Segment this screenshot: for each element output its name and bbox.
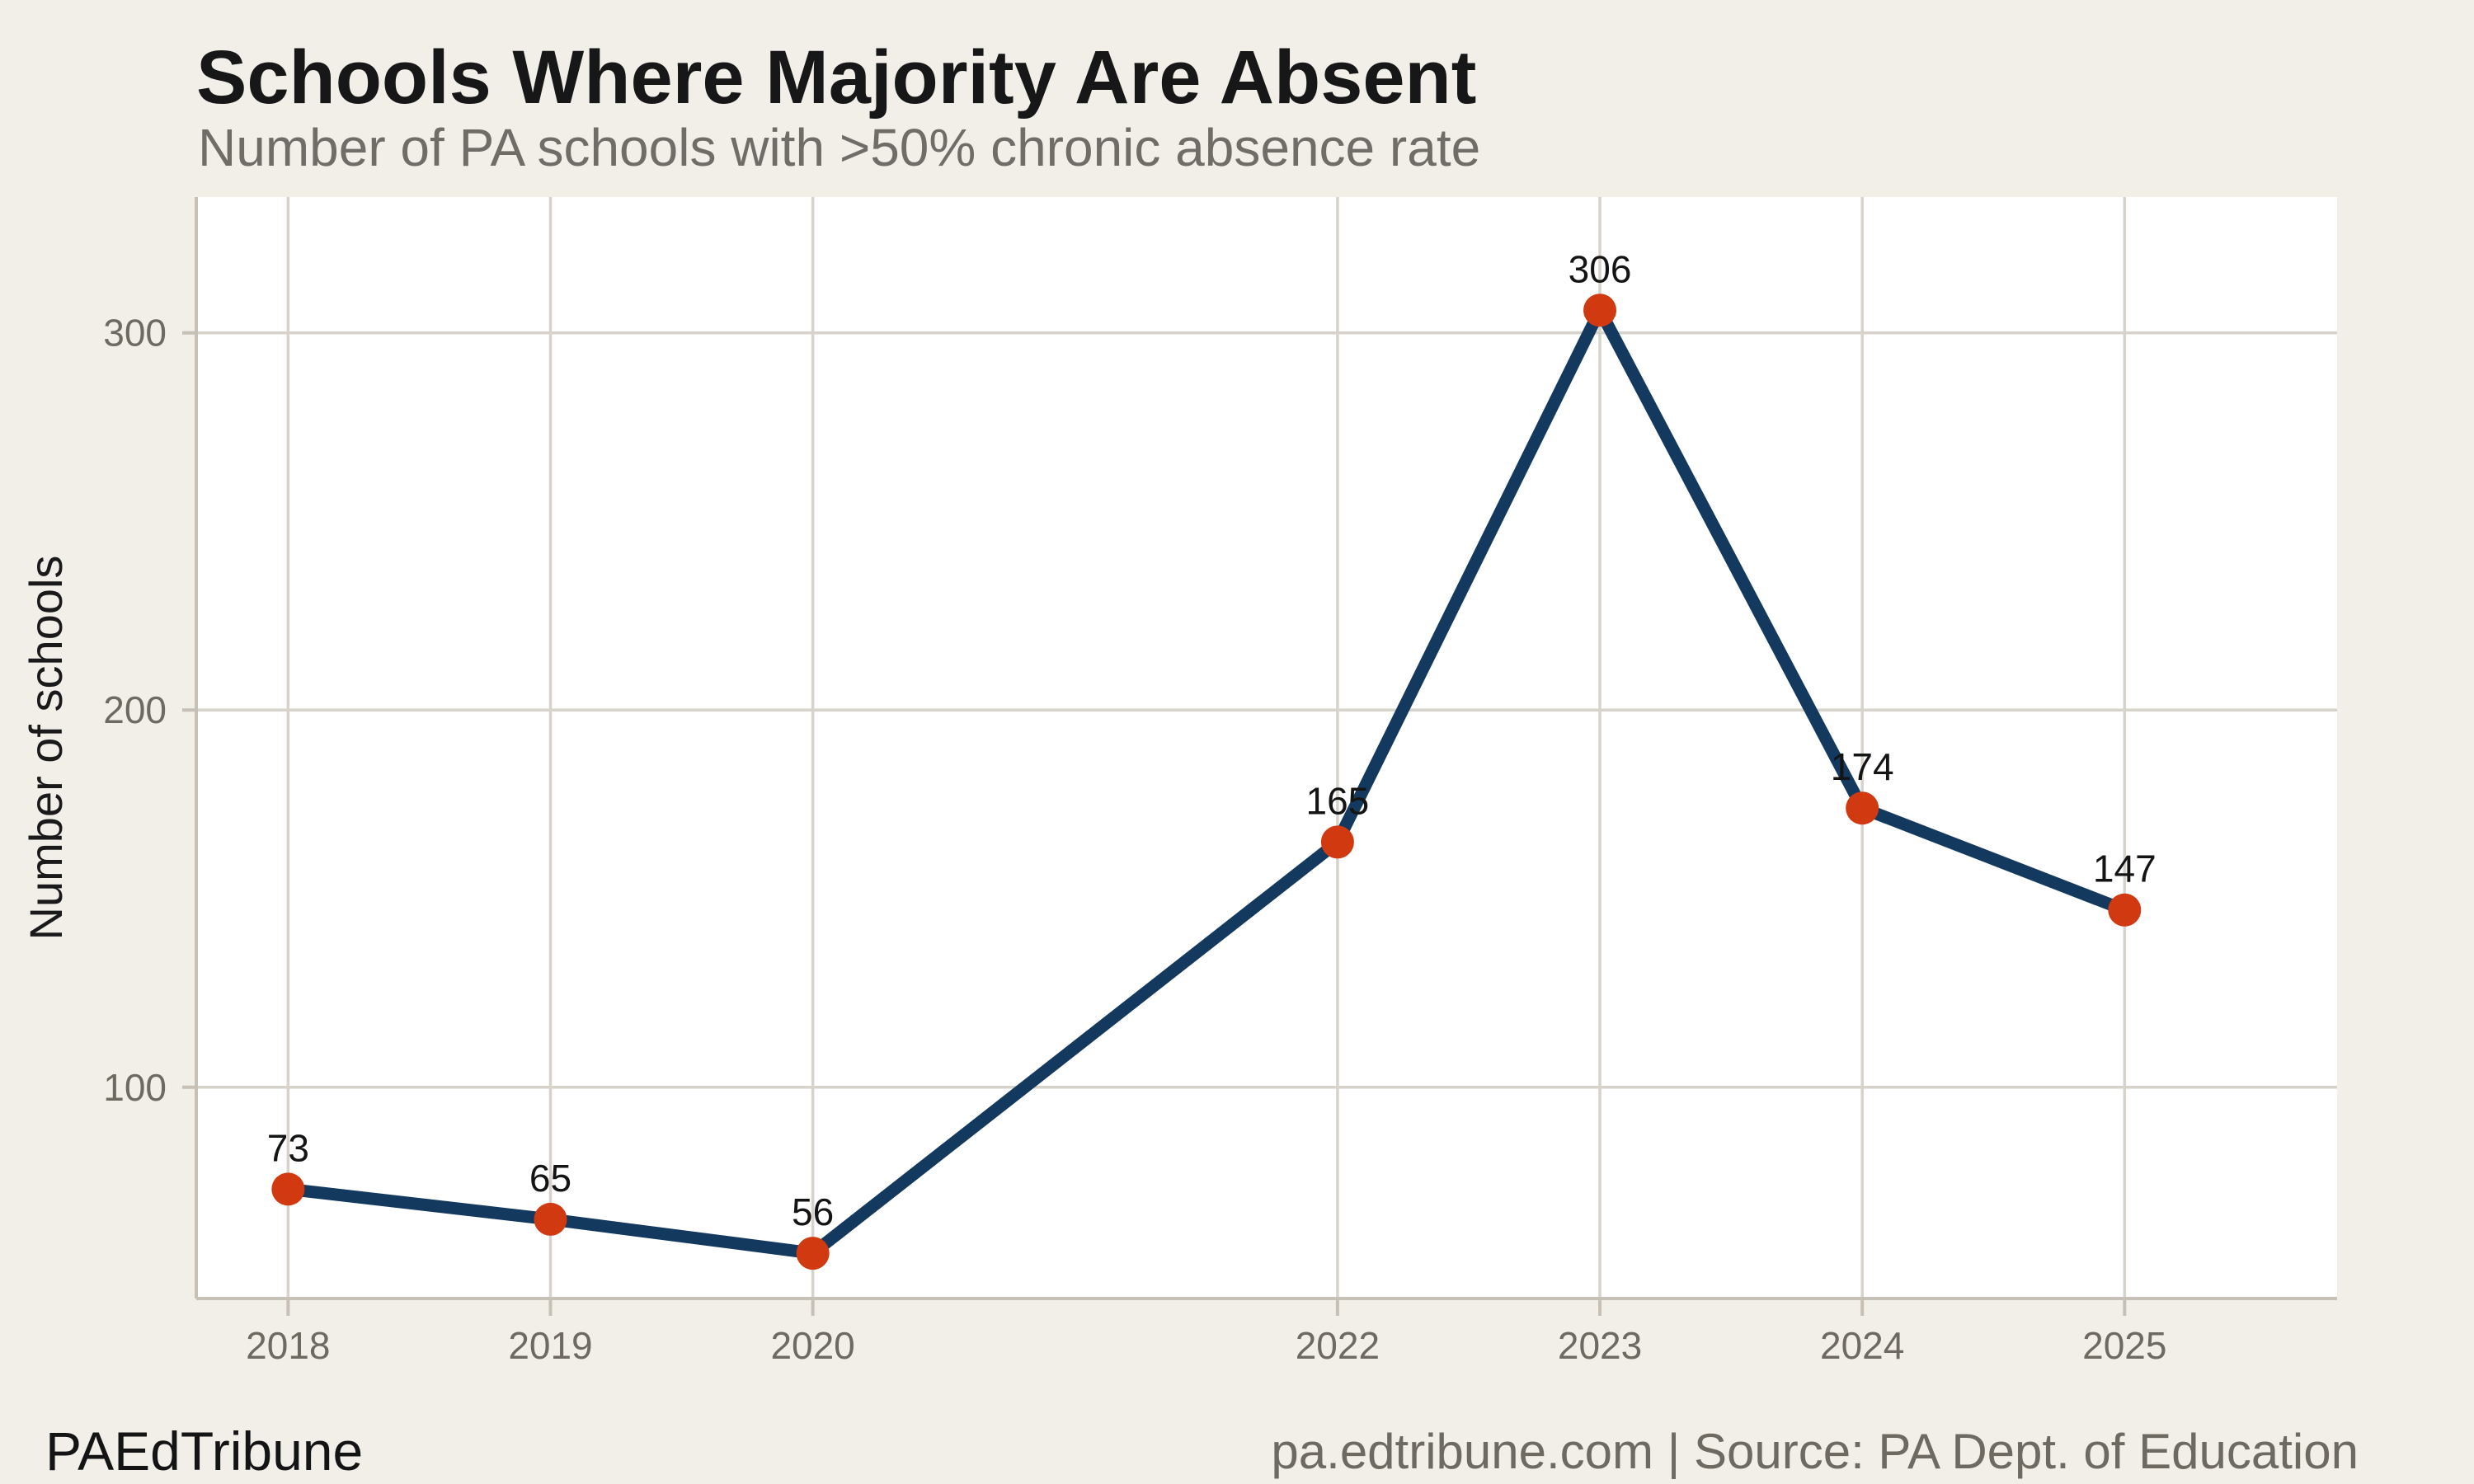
data-point-label: 306 [1569,247,1632,290]
y-tick-label: 100 [103,1066,167,1109]
x-tick-label: 2024 [1820,1324,1904,1367]
footer-brand: PAEdTribune [45,1421,364,1482]
footer-source: pa.edtribune.com | Source: PA Dept. of E… [1271,1424,2359,1479]
data-point [1846,791,1879,825]
data-point [1320,825,1354,859]
chart-title: Schools Where Majority Are Absent [196,35,1477,120]
data-point-label: 147 [2093,848,2157,890]
y-tick-label: 200 [103,688,167,731]
data-point [534,1202,567,1236]
y-tick-label: 300 [103,312,167,355]
data-point-label: 65 [529,1157,571,1200]
data-point-label: 174 [1831,745,1894,788]
data-point-label: 165 [1306,779,1370,822]
data-point-label: 56 [792,1190,834,1233]
y-axis-title: Number of schools [20,556,72,941]
data-point-label: 73 [267,1126,309,1169]
data-point [271,1172,305,1206]
x-tick-label: 2018 [246,1324,330,1367]
x-tick-label: 2019 [508,1324,592,1367]
x-tick-label: 2023 [1558,1324,1642,1367]
x-tick-label: 2020 [770,1324,854,1367]
x-tick-label: 2022 [1296,1324,1380,1367]
x-tick-label: 2025 [2082,1324,2166,1367]
data-point [1583,294,1617,327]
chart-subtitle: Number of PA schools with >50% chronic a… [198,118,1481,177]
data-point [796,1237,830,1270]
plot-area [196,197,2337,1298]
data-point [2108,893,2142,927]
